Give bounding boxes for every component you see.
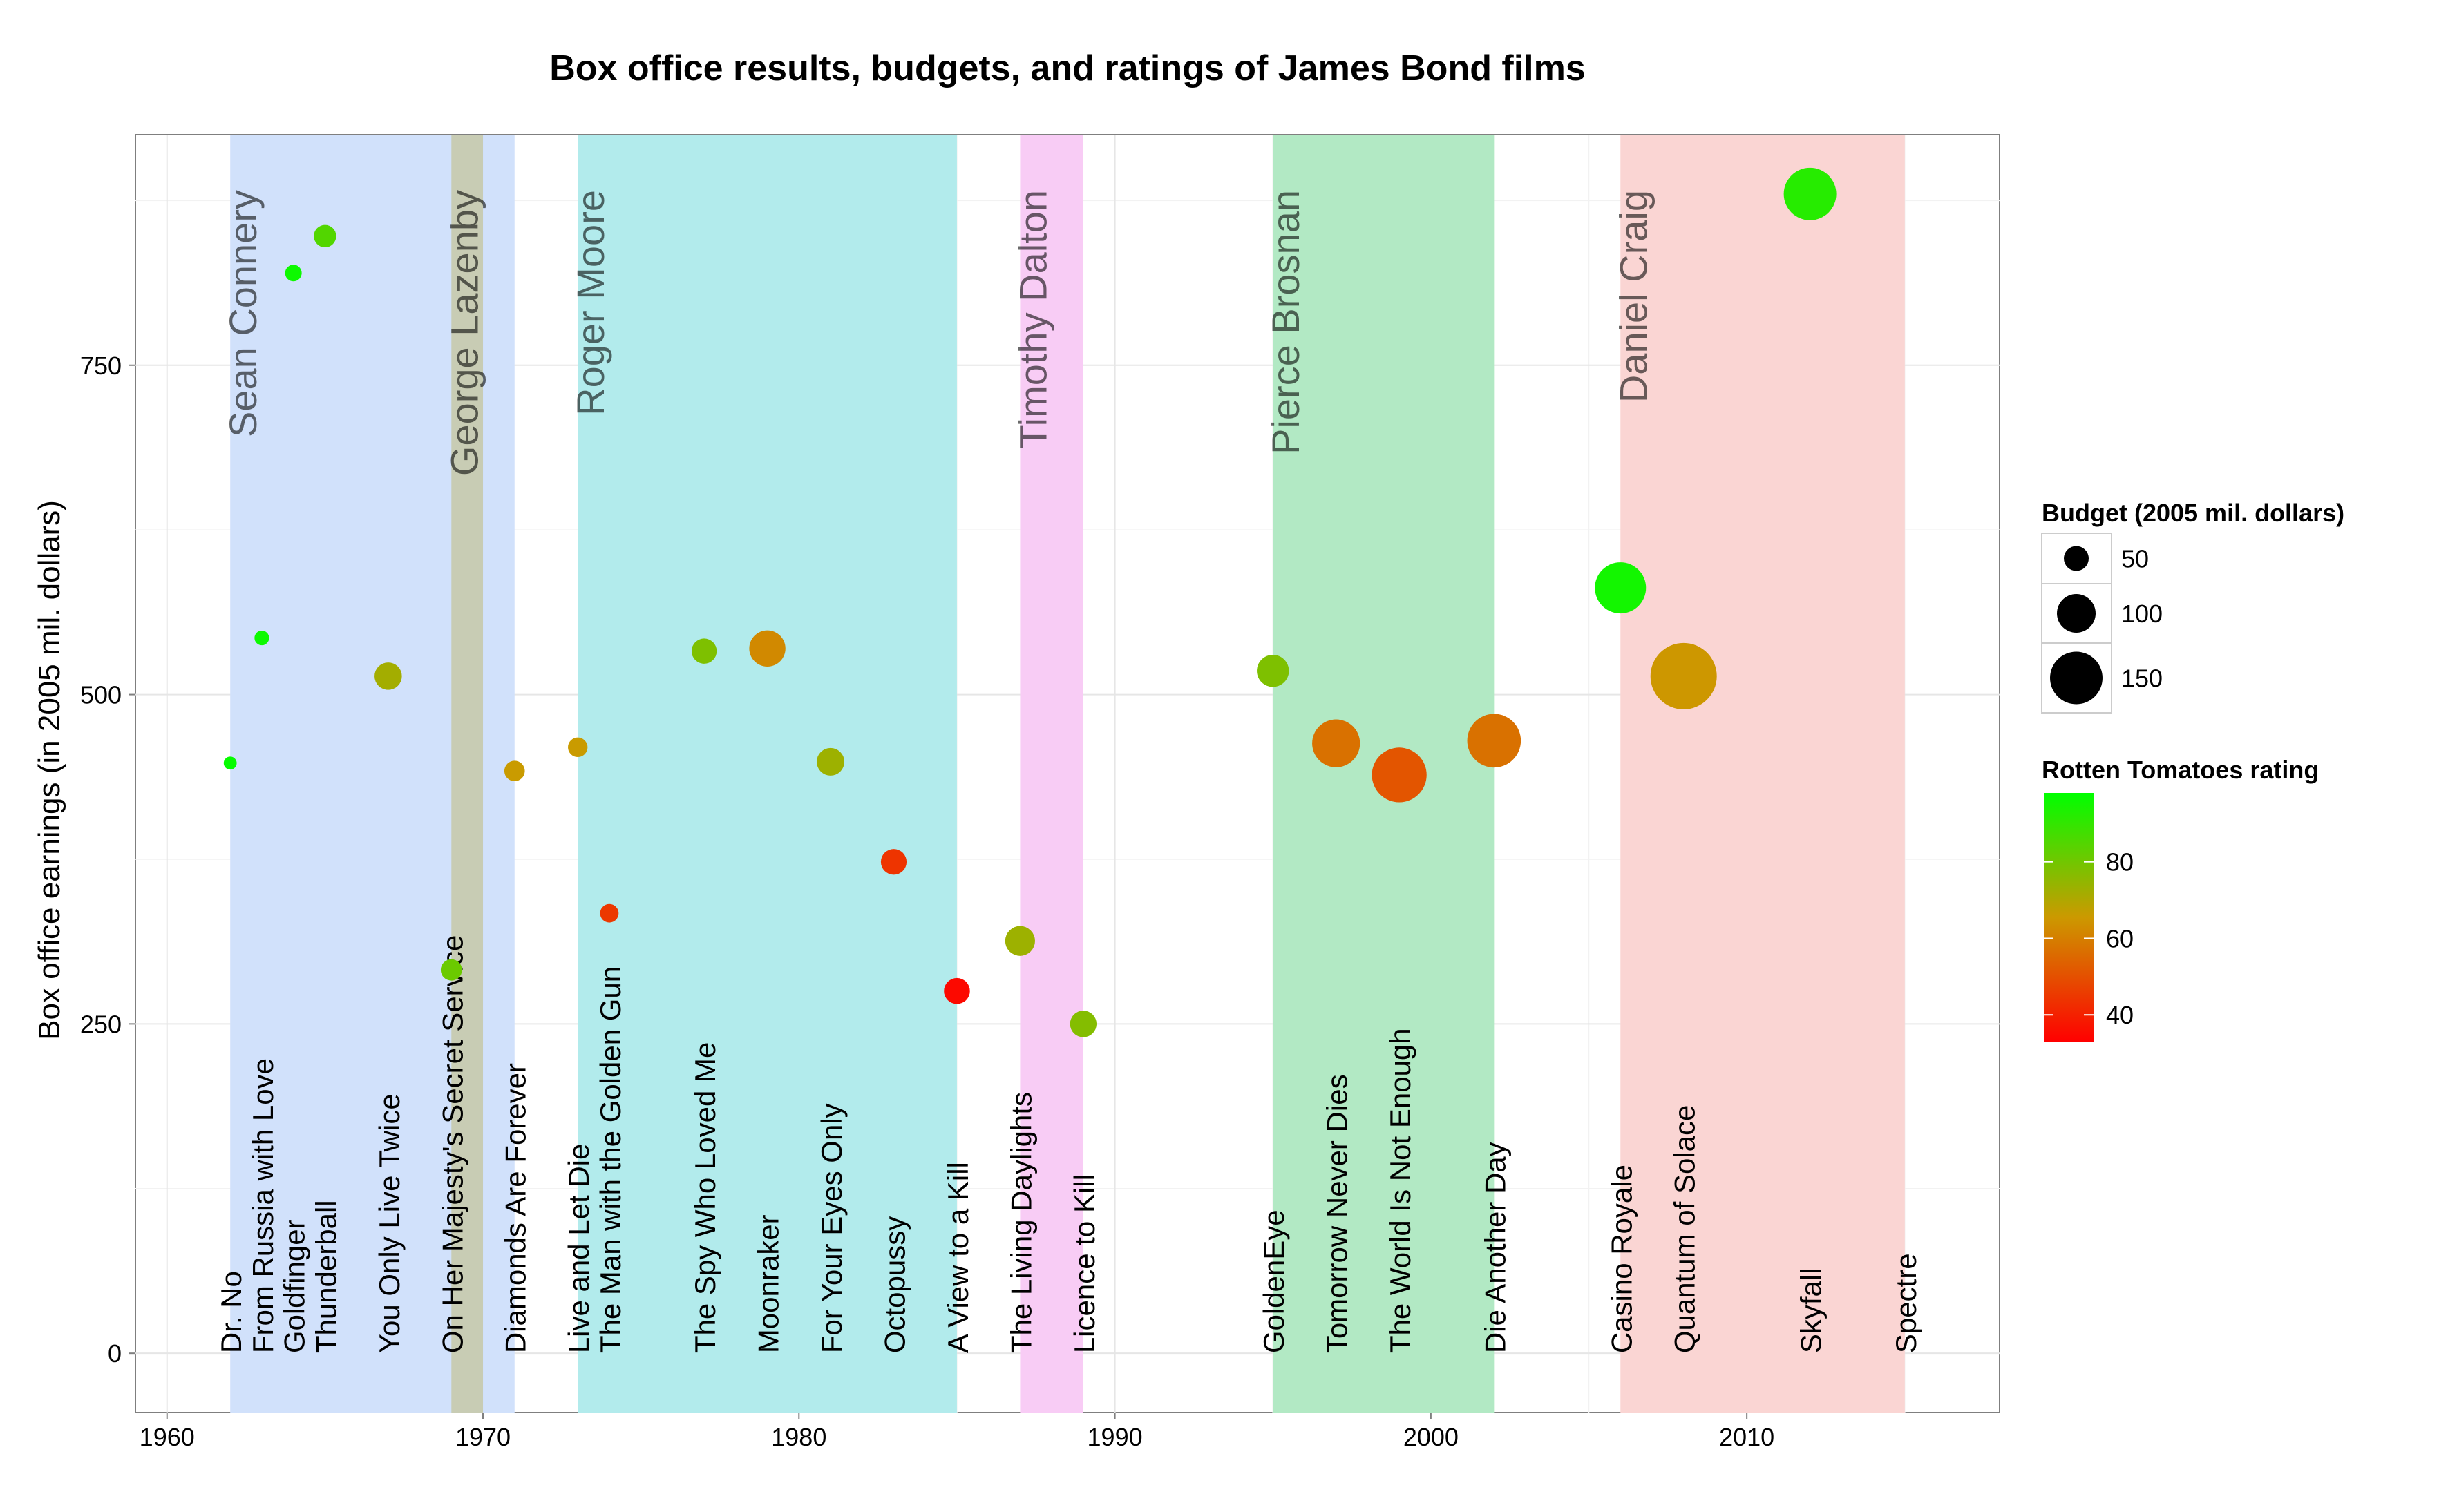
film-title-label: Tomorrow Never Dies — [1321, 1074, 1354, 1353]
film-title-label: The World Is Not Enough — [1384, 1028, 1416, 1353]
size-legend-label: 100 — [2121, 600, 2163, 628]
film-point — [880, 849, 907, 875]
film-point — [1005, 926, 1036, 956]
color-legend-label: 40 — [2106, 1001, 2134, 1029]
color-legend-label: 80 — [2106, 848, 2134, 877]
y-axis-title: Box office earnings (in 2005 mil. dollar… — [32, 500, 66, 1040]
y-tick-label: 750 — [80, 352, 122, 380]
x-tick-label: 1980 — [771, 1423, 826, 1451]
x-tick-label: 1960 — [140, 1423, 195, 1451]
actor-label: Sean Connery — [221, 190, 265, 437]
film-title-label: GoldenEye — [1258, 1209, 1290, 1353]
film-point — [749, 630, 786, 667]
film-title-label: Die Another Day — [1479, 1142, 1511, 1353]
film-title-label: Thunderball — [310, 1200, 342, 1353]
color-legend-title: Rotten Tomatoes rating — [2042, 756, 2319, 784]
x-tick-label: 1970 — [455, 1423, 511, 1451]
film-point — [1467, 714, 1521, 768]
y-tick-label: 0 — [108, 1339, 122, 1368]
film-point — [223, 756, 237, 770]
film-point — [285, 265, 302, 282]
film-point — [1783, 167, 1837, 220]
film-point — [1312, 719, 1360, 767]
y-tick-label: 500 — [80, 681, 122, 709]
y-tick-label: 250 — [80, 1010, 122, 1038]
film-title-label: Octopussy — [878, 1216, 911, 1353]
chart-title: Box office results, budgets, and ratings… — [549, 48, 1586, 88]
actor-label: Roger Moore — [569, 190, 612, 416]
film-point — [374, 662, 402, 690]
film-point — [1070, 1011, 1097, 1037]
film-title-label: Live and Let Die — [562, 1144, 595, 1354]
film-point — [440, 959, 462, 981]
actor-label: Daniel Craig — [1611, 190, 1655, 403]
x-tick-label: 1990 — [1088, 1423, 1143, 1451]
size-legend-point — [2057, 594, 2096, 633]
actor-band — [578, 135, 957, 1413]
film-title-label: The Man with the Golden Gun — [594, 966, 627, 1353]
size-legend-point — [2064, 546, 2089, 571]
film-point — [314, 224, 336, 248]
plot-area: Sean Connery George Lazenby Roger Moore Tim… — [135, 134, 2000, 1413]
size-legend-title: Budget (2005 mil. dollars) — [2042, 499, 2344, 527]
film-title-label: Moonraker — [752, 1214, 785, 1353]
film-title-label: Diamonds Are Forever — [500, 1063, 532, 1353]
film-point — [691, 638, 717, 664]
film-title-label: Casino Royale — [1605, 1165, 1638, 1353]
x-tick-label: 2000 — [1403, 1423, 1459, 1451]
film-point — [1257, 655, 1289, 687]
film-point — [1650, 642, 1717, 709]
actor-band — [1620, 135, 1905, 1413]
film-title-label: From Russia with Love — [247, 1058, 279, 1353]
film-points — [223, 167, 1837, 1037]
film-title-label: The Living Daylights — [1005, 1092, 1037, 1353]
actor-labels: Sean Connery George Lazenby Roger Moore Tim… — [221, 190, 1655, 476]
size-legend-point — [2050, 651, 2103, 705]
actor-label: George Lazenby — [442, 190, 486, 476]
film-title-label: Dr. No — [215, 1271, 247, 1353]
size-legend-label: 150 — [2121, 664, 2163, 693]
film-title-label: For Your Eyes Only — [815, 1103, 848, 1353]
film-point — [254, 630, 269, 646]
color-legend-label: 60 — [2106, 924, 2134, 953]
film-title-label: You Only Live Twice — [373, 1093, 406, 1353]
actor-band — [451, 135, 484, 1413]
film-point — [1372, 747, 1427, 803]
x-axis: 1960 1970 1980 1990 2000 2010 — [140, 1413, 1774, 1451]
film-title-label: Spectre — [1890, 1253, 1922, 1353]
film-point — [568, 737, 588, 758]
film-title-label: On Her Majesty's Secret Service — [436, 935, 468, 1354]
film-point — [817, 747, 845, 776]
film-point — [1595, 562, 1647, 614]
film-point — [600, 903, 619, 923]
actor-label: Timothy Dalton — [1011, 190, 1054, 449]
actor-label: Pierce Brosnan — [1264, 190, 1307, 454]
film-title-label: Skyfall — [1795, 1267, 1828, 1353]
film-title-label: Quantum of Solace — [1669, 1105, 1701, 1354]
film-point — [504, 760, 525, 781]
legend: Budget (2005 mil. dollars) 50 100 150 Rott… — [2041, 499, 2344, 1042]
film-title-label: The Spy Who Loved Me — [689, 1042, 721, 1354]
film-title-label: Goldfinger — [278, 1219, 311, 1353]
film-title-label: Licence to Kill — [1068, 1174, 1101, 1353]
film-point — [944, 977, 970, 1004]
size-legend-keys: 50 100 150 — [2041, 533, 2163, 714]
x-tick-label: 2010 — [1719, 1423, 1774, 1451]
size-legend-label: 50 — [2121, 545, 2149, 573]
film-title-label: A View to a Kill — [942, 1162, 974, 1353]
color-legend-bar — [2044, 793, 2094, 1042]
actor-band — [1020, 135, 1083, 1413]
y-axis: 0 250 500 750 — [80, 352, 135, 1368]
color-legend-ticks: 40 60 80 — [2044, 848, 2134, 1029]
